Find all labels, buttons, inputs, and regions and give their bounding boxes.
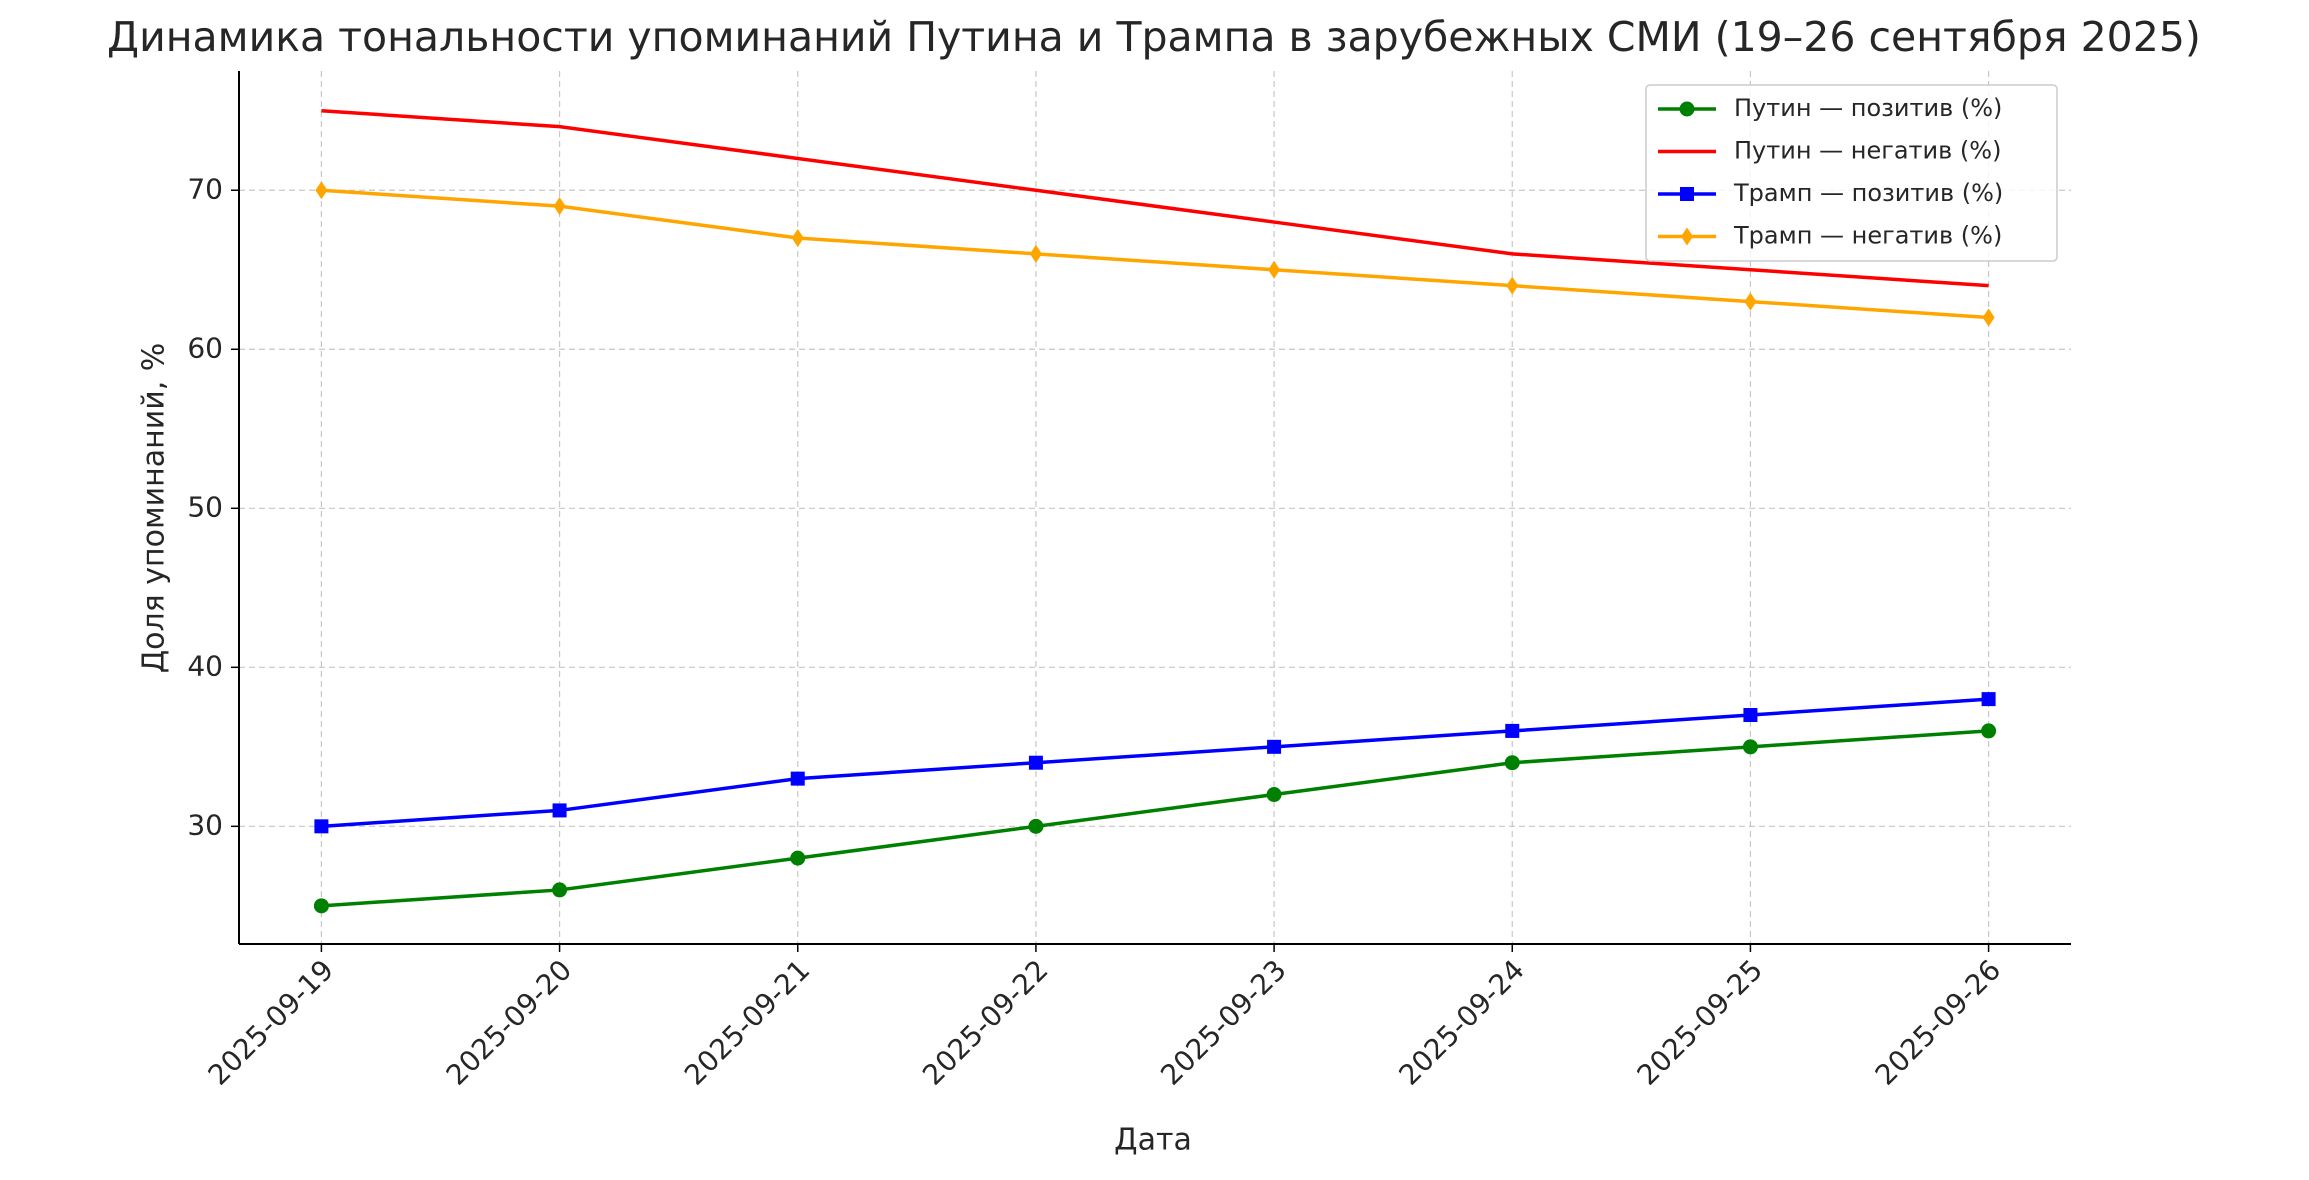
- point: [1505, 723, 1520, 738]
- point: [1506, 276, 1519, 295]
- legend-label: Путин — позитив (%): [1734, 94, 2002, 122]
- point: [1680, 187, 1694, 201]
- chart-title: Динамика тональности упоминаний Путина и…: [107, 13, 2201, 61]
- series: [314, 692, 1996, 834]
- point: [1266, 787, 1282, 803]
- point: [1681, 227, 1693, 246]
- legend-label: Трамп — негатив (%): [1733, 222, 2002, 250]
- point: [1267, 739, 1282, 754]
- point: [1679, 101, 1695, 117]
- series-line: [321, 188, 1989, 320]
- legend-box: [1645, 84, 2058, 262]
- y-tick-label: 50: [187, 490, 223, 523]
- y-tick-label: 60: [187, 331, 223, 364]
- y-tick-label: 70: [187, 172, 223, 205]
- x-axis-label: Дата: [1114, 1123, 1192, 1158]
- point: [790, 850, 806, 866]
- x-tick-label: 2025-09-21: [678, 953, 816, 1091]
- legend-label: Путин — негатив (%): [1734, 137, 2001, 165]
- point: [1268, 260, 1281, 279]
- x-tick-label: 2025-09-23: [1154, 953, 1292, 1091]
- point: [1744, 292, 1757, 311]
- point: [315, 181, 328, 200]
- x-tick-label: 2025-09-24: [1392, 953, 1530, 1091]
- point: [1981, 723, 1997, 739]
- point: [1029, 244, 1042, 263]
- point: [1028, 755, 1043, 770]
- series-line: [321, 729, 1989, 908]
- point: [1504, 755, 1520, 771]
- series: [321, 109, 1989, 288]
- y-tick-label: 30: [187, 808, 223, 841]
- point: [1742, 739, 1758, 755]
- legend-label: Трамп — позитив (%): [1733, 179, 2003, 207]
- point: [553, 197, 566, 216]
- point: [791, 228, 804, 247]
- point: [314, 819, 329, 834]
- series: [315, 181, 1995, 327]
- series: [313, 723, 1997, 914]
- point: [1743, 708, 1758, 723]
- point: [790, 771, 805, 786]
- x-tick-label: 2025-09-25: [1631, 953, 1769, 1091]
- x-tick-label: 2025-09-22: [916, 953, 1054, 1091]
- point: [552, 803, 567, 818]
- point: [1028, 818, 1044, 834]
- x-tick-label: 2025-09-19: [202, 953, 340, 1091]
- point: [1981, 692, 1996, 707]
- series-line: [321, 697, 1989, 829]
- point: [313, 898, 329, 914]
- legend: Путин — позитив (%) Путин — негатив (%) Тр…: [1645, 84, 2058, 262]
- x-tick-label: 2025-09-26: [1869, 953, 2007, 1091]
- y-tick-label: 40: [187, 649, 223, 682]
- point: [552, 882, 568, 898]
- point: [1982, 308, 1995, 327]
- x-tick-label: 2025-09-20: [440, 953, 578, 1091]
- y-axis-label: Доля упоминаний, %: [137, 343, 172, 674]
- series-line: [321, 109, 1989, 288]
